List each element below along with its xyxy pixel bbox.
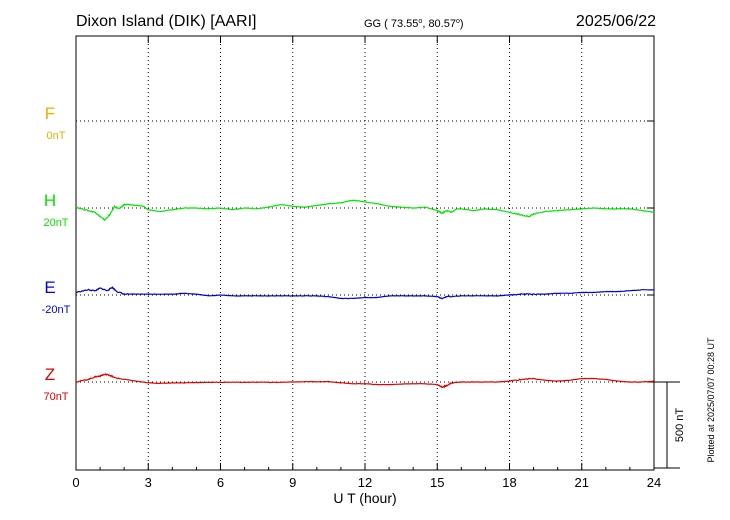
series-line-e (76, 286, 655, 300)
station-coordinates: GG ( 73.55o, 80.57o) (364, 18, 464, 30)
series-name-label: E (44, 278, 55, 297)
x-axis-label: U T (hour) (333, 490, 396, 506)
series-name-label: F (45, 104, 55, 123)
x-tick-label: 6 (217, 475, 224, 490)
series-baseline-label: 20nT (43, 217, 68, 229)
x-tick-label: 24 (647, 475, 661, 490)
series-baseline-label: -20nT (42, 304, 71, 316)
series-labels: F 0nT H 20nT E -20nT Z 70nT (42, 104, 71, 403)
grid-lines (76, 36, 654, 470)
x-tick-label: 9 (289, 475, 296, 490)
series-line-z (75, 373, 654, 389)
series-line-h (75, 199, 655, 222)
x-tick-label: 15 (430, 475, 444, 490)
x-axis-ticks: 0 3 6 9 12 15 18 21 24 (72, 36, 661, 490)
scale-bar-label: 500 nT (674, 408, 686, 443)
chart-date: 2025/06/22 (576, 13, 656, 30)
x-tick-label: 12 (358, 475, 372, 490)
chart-title: Dixon Island (DIK) [AARI] (76, 13, 257, 30)
series-name-label: H (44, 191, 56, 210)
x-tick-label: 0 (72, 475, 79, 490)
series-lines (75, 199, 655, 389)
x-tick-label: 21 (575, 475, 589, 490)
series-baseline-label: 0nT (47, 130, 66, 142)
plotted-timestamp: Plotted at 2025/07/07 00:28 UT (706, 337, 716, 463)
series-name-label: Z (45, 365, 55, 384)
series-baseline-label: 70nT (43, 391, 68, 403)
scale-bar: 500 nT (654, 381, 686, 469)
x-tick-label: 3 (145, 475, 152, 490)
x-tick-label: 18 (502, 475, 516, 490)
